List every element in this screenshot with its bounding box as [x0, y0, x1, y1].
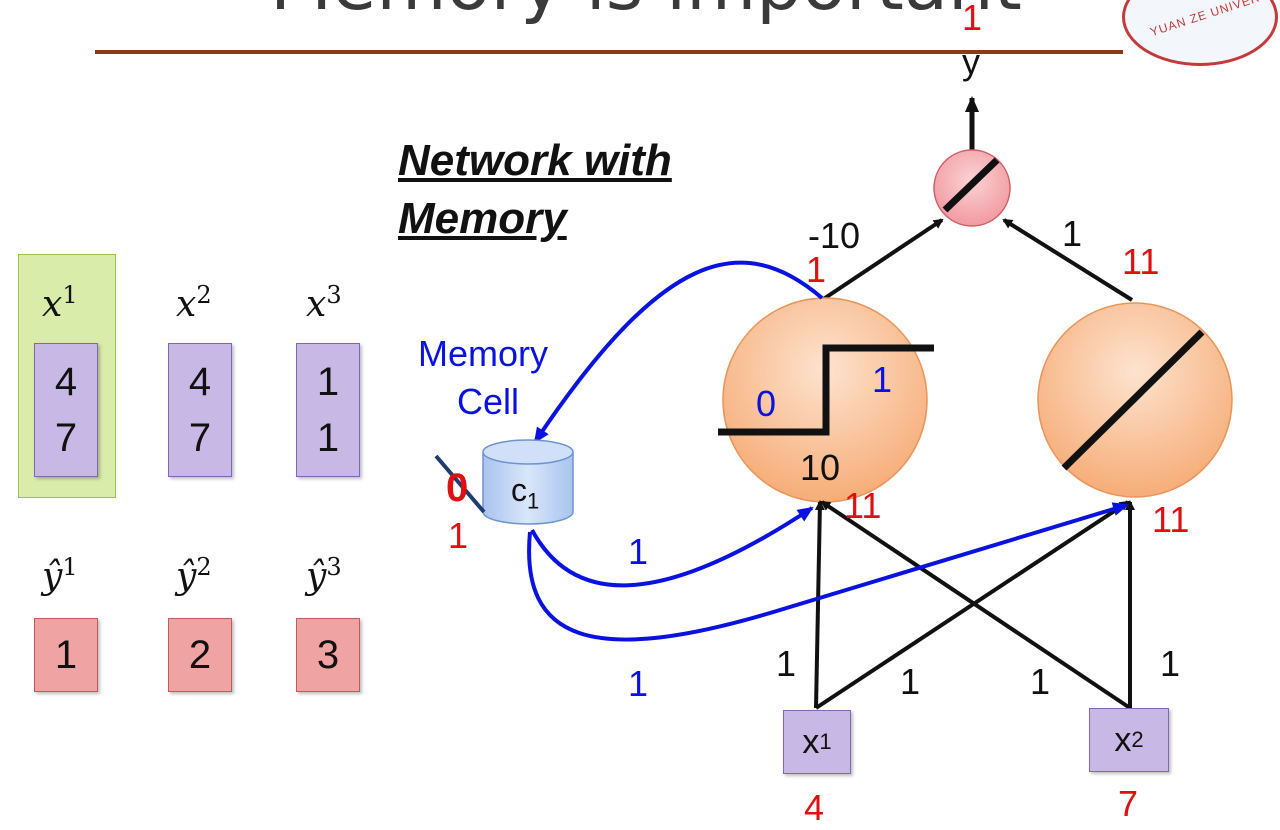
title-divider	[95, 50, 1123, 54]
x-vector-1: 4 7	[34, 343, 98, 477]
memory-new-value: 1	[448, 515, 469, 556]
linear-net-input: 11	[1152, 499, 1190, 540]
input-x2-value: 7	[1118, 783, 1139, 824]
x-vector-2: 4 7	[168, 343, 232, 477]
edge-step-to-memory	[533, 260, 824, 444]
input-x1-value: 4	[804, 787, 825, 828]
output-y-value: 1	[962, 0, 983, 38]
weight-x1-to-step: 1	[776, 643, 797, 684]
x-label-1: x1	[42, 281, 78, 325]
memory-label-line-2: Cell	[457, 381, 520, 422]
edge-x2-to-step	[820, 500, 1132, 710]
step-bias: 10	[800, 447, 841, 488]
step-function-icon	[718, 344, 934, 436]
edge-step-to-output	[820, 218, 944, 302]
x-vector-1-v2: 7	[54, 416, 78, 460]
x-vector-1-v1: 4	[54, 360, 78, 404]
edge-x1-to-step	[814, 500, 825, 709]
target-1: 1	[34, 618, 98, 692]
heading-line-1: Network with	[398, 136, 672, 185]
memory-cell-label: c1	[511, 472, 540, 514]
memory-cell-top	[482, 439, 574, 465]
weight-x2-to-step: 1	[1030, 661, 1051, 702]
x-label-2: x2	[176, 281, 212, 325]
output-y-label: y	[962, 41, 980, 82]
target-3: 3	[296, 618, 360, 692]
step-net-input: 11	[844, 485, 882, 526]
y-hat-label-3: ŷ3	[306, 553, 342, 597]
memory-label-line-1: Memory	[418, 333, 549, 374]
weight-x2-to-linear: 1	[1160, 643, 1181, 684]
weight-cell-to-linear: 1	[628, 663, 649, 704]
edge-x1-to-linear	[814, 500, 1130, 710]
step-low-value: 0	[756, 383, 777, 424]
weight-cell-to-step: 1	[628, 531, 649, 572]
x-vector-2-v2: 7	[188, 416, 212, 460]
edge-linear-to-output	[1002, 218, 1134, 302]
edge-memory-to-linear	[527, 502, 1129, 642]
weight-x1-to-linear: 1	[900, 661, 921, 702]
slide-title: Memory is important	[270, 0, 1022, 26]
linear-function-icon	[1061, 329, 1205, 471]
memory-cell-body	[482, 452, 574, 525]
linear-neuron-output: 11	[1122, 241, 1160, 282]
step-high-value: 1	[872, 359, 893, 400]
strike-old-value	[434, 454, 486, 514]
weight-step-to-y: -10	[808, 215, 861, 256]
x-vector-3-v2: 1	[316, 416, 340, 460]
x-vector-2-v1: 4	[188, 360, 212, 404]
x-label-3: x3	[306, 281, 342, 325]
y-hat-label-1: ŷ1	[42, 553, 78, 597]
step-neuron-output: 1	[806, 249, 827, 290]
x-vector-3-v1: 1	[316, 360, 340, 404]
weight-linear-to-y: 1	[1062, 213, 1083, 254]
memory-old-value: 0	[446, 466, 469, 510]
y-hat-label-2: ŷ2	[176, 553, 212, 597]
edge-memory-to-step	[530, 506, 814, 588]
x-vector-3: 1 1	[296, 343, 360, 477]
diagram-heading: Network with Memory	[398, 132, 672, 248]
target-2: 2	[168, 618, 232, 692]
heading-line-2: Memory	[398, 194, 567, 243]
output-linear-icon	[942, 157, 1000, 213]
